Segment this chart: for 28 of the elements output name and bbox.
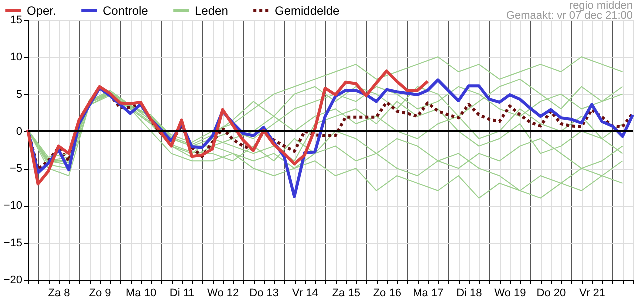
y-tick-label: 0 — [16, 126, 22, 138]
legend-label: Leden — [195, 4, 228, 18]
text: regio midden — [569, 0, 633, 12]
x-tick-label: Wo 19 — [494, 288, 526, 300]
y-tick-label: −15 — [4, 237, 22, 250]
legend-label: Gemiddelde — [275, 4, 340, 18]
x-tick-label: Wo 12 — [208, 288, 240, 300]
x-tick-label: Do 20 — [536, 288, 566, 300]
annotation: Gemaakt: vr 07 dec 21:00 — [506, 10, 633, 22]
x-tick-label: Di 11 — [170, 288, 195, 300]
x-tick-label: Ma 10 — [126, 288, 157, 300]
y-tick-label: 10 — [10, 52, 22, 64]
x-tick-label: Vr 14 — [292, 288, 318, 300]
x-tick-label: Di 18 — [456, 288, 482, 300]
y-tick-label: −5 — [10, 163, 22, 176]
y-tick-label: 5 — [16, 88, 22, 101]
legend-label: Controle — [103, 4, 149, 18]
x-tick-label: Za 8 — [48, 288, 70, 300]
x-tick-label: Za 15 — [332, 288, 360, 300]
y-tick-label: 15 — [10, 14, 22, 26]
x-tick-label: Vr 21 — [580, 288, 606, 300]
y-tick-label: −10 — [4, 200, 22, 212]
x-tick-label: Zo 16 — [373, 288, 402, 300]
y-tick-label: −20 — [4, 274, 22, 286]
legend-label: Oper. — [27, 4, 56, 18]
x-tick-label: Zo 9 — [89, 288, 112, 300]
x-tick-label: Ma 17 — [413, 288, 444, 300]
x-tick-label: Do 13 — [250, 288, 280, 300]
